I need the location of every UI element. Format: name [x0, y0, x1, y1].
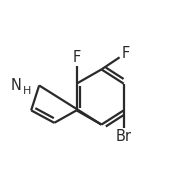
- Text: F: F: [72, 50, 81, 65]
- Text: Br: Br: [116, 129, 132, 144]
- Text: F: F: [121, 46, 130, 61]
- Text: N: N: [11, 78, 22, 93]
- Text: H: H: [22, 86, 31, 96]
